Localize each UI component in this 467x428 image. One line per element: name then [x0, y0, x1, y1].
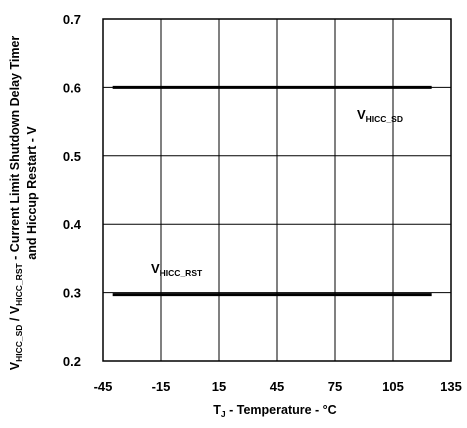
x-tick-labels: -45 -15 15 45 75 105 135 — [94, 379, 462, 394]
x-axis-title-rest: - Temperature - °C — [226, 403, 337, 417]
grid — [103, 19, 451, 361]
y-tick-label: 0.2 — [63, 354, 81, 369]
series-label-v-hicc-rst-sub: HICC_RST — [160, 268, 203, 278]
plot-frame — [102, 18, 452, 362]
x-axis-title-main: T — [213, 403, 221, 417]
x-tick-label: 135 — [440, 379, 462, 394]
y-tick-labels: 0.2 0.3 0.4 0.5 0.6 0.7 — [63, 12, 82, 369]
series-label-v-hicc-sd-sub: HICC_SD — [366, 114, 403, 124]
x-tick-label: 45 — [270, 379, 284, 394]
y-axis-title-line2: and Hiccup Restart - V — [25, 126, 39, 260]
series-label-v-hicc-sd-main: V — [357, 107, 366, 122]
y-tick-label: 0.7 — [63, 12, 81, 27]
y-tick-label: 0.6 — [63, 80, 81, 95]
x-axis-title: TJ - Temperature - °C — [213, 403, 336, 419]
x-tick-label: 15 — [212, 379, 226, 394]
series-layer — [112, 85, 432, 297]
x-tick-label: -15 — [152, 379, 171, 394]
x-tick-label: 105 — [382, 379, 404, 394]
y-tick-label: 0.5 — [63, 149, 81, 164]
x-tick-label: -45 — [94, 379, 113, 394]
y-tick-label: 0.4 — [63, 217, 82, 232]
series-label-v-hicc-rst: VHICC_RST — [151, 261, 203, 278]
x-tick-label: 75 — [328, 379, 342, 394]
series-label-v-hicc-sd: VHICC_SD — [357, 107, 403, 124]
y-tick-label: 0.3 — [63, 286, 81, 301]
series-label-v-hicc-rst-main: V — [151, 261, 160, 276]
x-axis-title-sub: J — [221, 409, 226, 419]
y-axis-title-line1: VHICC_SD / VHICC_RST - Current Limit Shu… — [8, 36, 24, 371]
